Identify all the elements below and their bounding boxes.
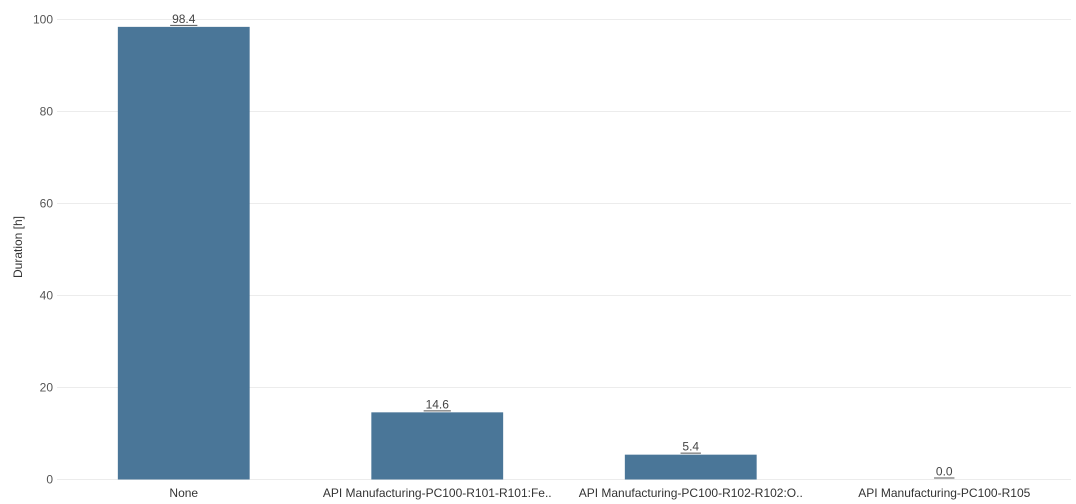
- data-label: 98.4: [172, 12, 196, 26]
- y-tick-label: 20: [40, 381, 54, 395]
- data-label: 14.6: [426, 397, 450, 411]
- x-tick-label: API Manufacturing-PC100-R105: [858, 486, 1030, 500]
- x-tick-label: API Manufacturing-PC100-R101-R101:Fe..: [323, 486, 552, 500]
- y-axis-title: Duration [h]: [11, 216, 25, 278]
- bar: [371, 412, 504, 480]
- y-tick-label: 80: [40, 105, 54, 119]
- y-tick-label: 0: [46, 473, 53, 487]
- bars: [117, 26, 757, 480]
- y-axis-ticks: 0 20 40 60 80 100: [33, 13, 53, 487]
- bar: [117, 26, 250, 480]
- x-tick-label: API Manufacturing-PC100-R102-R102:O..: [579, 486, 803, 500]
- data-label: 0.0: [936, 465, 953, 479]
- data-labels: 98.4 14.6 5.4 0.0: [170, 12, 955, 479]
- y-tick-label: 40: [40, 289, 54, 303]
- x-tick-label: None: [169, 486, 198, 500]
- bar: [624, 454, 757, 480]
- y-tick-label: 60: [40, 197, 54, 211]
- y-tick-label: 100: [33, 13, 53, 27]
- data-label: 5.4: [682, 440, 699, 454]
- x-axis-labels: None API Manufacturing-PC100-R101-R101:Fe…: [169, 486, 1030, 500]
